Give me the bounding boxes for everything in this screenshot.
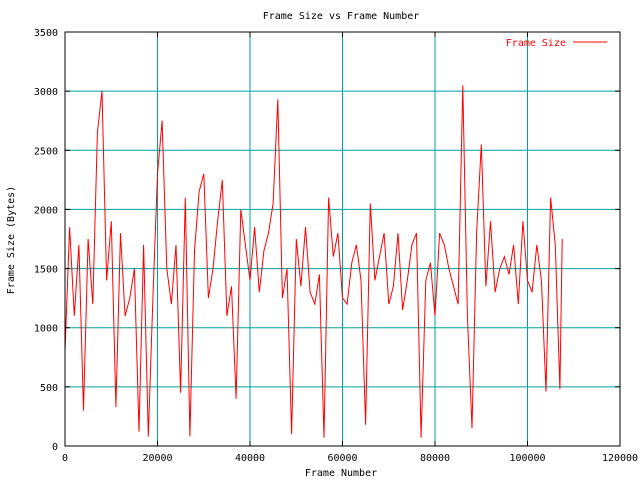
- x-axis-label: Frame Number: [305, 468, 377, 479]
- y-tick-label: 1000: [34, 324, 58, 335]
- y-axis-label: Frame Size (Bytes): [6, 186, 17, 294]
- x-tick-label: 20000: [142, 453, 172, 464]
- y-tick-label: 3500: [34, 28, 58, 39]
- y-tick-label: 3000: [34, 87, 58, 98]
- y-tick-label: 2500: [34, 146, 58, 157]
- x-tick-label: 0: [62, 453, 68, 464]
- x-tick-label: 80000: [420, 453, 450, 464]
- grid-lines: [65, 32, 620, 446]
- y-tick-label: 0: [52, 442, 58, 453]
- axis-ticks: [64, 31, 621, 447]
- x-tick-label: 120000: [602, 453, 638, 464]
- series-layer: [64, 85, 563, 438]
- x-tick-labels: 0 20000 40000 60000 80000 100000 120000: [62, 453, 638, 464]
- x-tick-label: 60000: [327, 453, 357, 464]
- y-tick-label: 500: [40, 383, 58, 394]
- chart-title: Frame Size vs Frame Number: [263, 11, 420, 22]
- y-tick-label: 1500: [34, 265, 58, 276]
- y-tick-labels: 0 500 1000 1500 2000 2500 3000 3500: [34, 28, 58, 453]
- legend: Frame Size: [506, 38, 607, 49]
- series-line-frame-size: [64, 85, 563, 438]
- y-tick-label: 2000: [34, 205, 58, 216]
- x-tick-label: 100000: [509, 453, 545, 464]
- x-tick-label: 40000: [235, 453, 265, 464]
- legend-label-frame-size: Frame Size: [506, 38, 566, 49]
